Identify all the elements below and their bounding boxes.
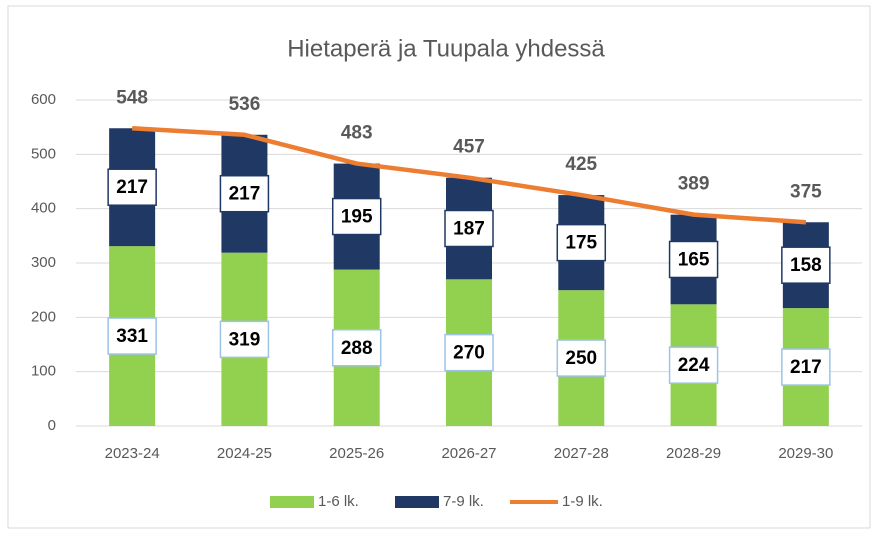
legend-label: 1-6 lk. bbox=[318, 493, 359, 510]
data-label-box bbox=[781, 246, 831, 284]
data-label: 158 bbox=[790, 255, 822, 276]
x-tick-label: 2027-28 bbox=[554, 445, 609, 462]
data-label-box bbox=[219, 320, 270, 359]
x-tick-label: 2024-25 bbox=[217, 445, 272, 462]
x-tick-label: 2025-26 bbox=[329, 445, 384, 462]
legend-label: 7-9 lk. bbox=[443, 493, 484, 510]
data-label: 165 bbox=[678, 249, 710, 270]
data-label-box bbox=[107, 317, 157, 355]
data-label: 175 bbox=[565, 233, 597, 254]
data-label-box bbox=[668, 346, 719, 384]
data-label: 195 bbox=[341, 207, 373, 228]
x-tick-label: 2023-24 bbox=[105, 445, 160, 462]
data-label-box bbox=[219, 174, 270, 213]
data-label: 319 bbox=[229, 329, 261, 350]
data-label-box bbox=[556, 339, 607, 377]
y-tick-label: 400 bbox=[31, 200, 56, 217]
legend-swatch bbox=[395, 496, 439, 508]
data-label: 331 bbox=[116, 326, 148, 347]
data-label-box bbox=[668, 240, 719, 279]
x-tick-label: 2028-29 bbox=[666, 445, 721, 462]
data-label-box bbox=[444, 333, 494, 372]
data-label: 536 bbox=[229, 94, 261, 115]
data-label: 270 bbox=[453, 343, 485, 364]
line bbox=[132, 126, 807, 225]
data-label: 250 bbox=[565, 348, 597, 369]
data-label: 224 bbox=[678, 355, 710, 376]
data-label: 217 bbox=[790, 357, 822, 378]
y-tick-label: 500 bbox=[31, 145, 56, 162]
y-tick-label: 200 bbox=[31, 308, 56, 325]
y-tick-label: 600 bbox=[31, 91, 56, 108]
legend-swatch bbox=[270, 496, 314, 508]
data-label: 217 bbox=[229, 184, 261, 205]
data-label-box bbox=[331, 197, 382, 236]
x-tick-label: 2026-27 bbox=[441, 445, 496, 462]
data-label: 375 bbox=[790, 181, 822, 202]
data-label-box bbox=[331, 329, 382, 367]
y-tick-label: 300 bbox=[31, 254, 56, 271]
legend-label: 1-9 lk. bbox=[562, 493, 603, 510]
data-label: 483 bbox=[341, 123, 373, 144]
data-label-box bbox=[556, 223, 607, 262]
data-label: 288 bbox=[341, 338, 373, 359]
data-label-box bbox=[781, 348, 831, 386]
data-label: 548 bbox=[116, 87, 148, 108]
data-label: 425 bbox=[565, 154, 597, 175]
data-label: 389 bbox=[678, 174, 710, 195]
data-label: 457 bbox=[453, 137, 485, 158]
data-label-box bbox=[444, 209, 494, 248]
chart-title: Hietaperä ja Tuupala yhdessä bbox=[287, 35, 605, 62]
y-tick-label: 100 bbox=[31, 363, 56, 380]
y-tick-label: 0 bbox=[48, 417, 56, 434]
data-label: 217 bbox=[116, 177, 148, 198]
x-tick-label: 2029-30 bbox=[778, 445, 833, 462]
data-label: 187 bbox=[453, 219, 485, 240]
data-label-box bbox=[107, 168, 157, 206]
